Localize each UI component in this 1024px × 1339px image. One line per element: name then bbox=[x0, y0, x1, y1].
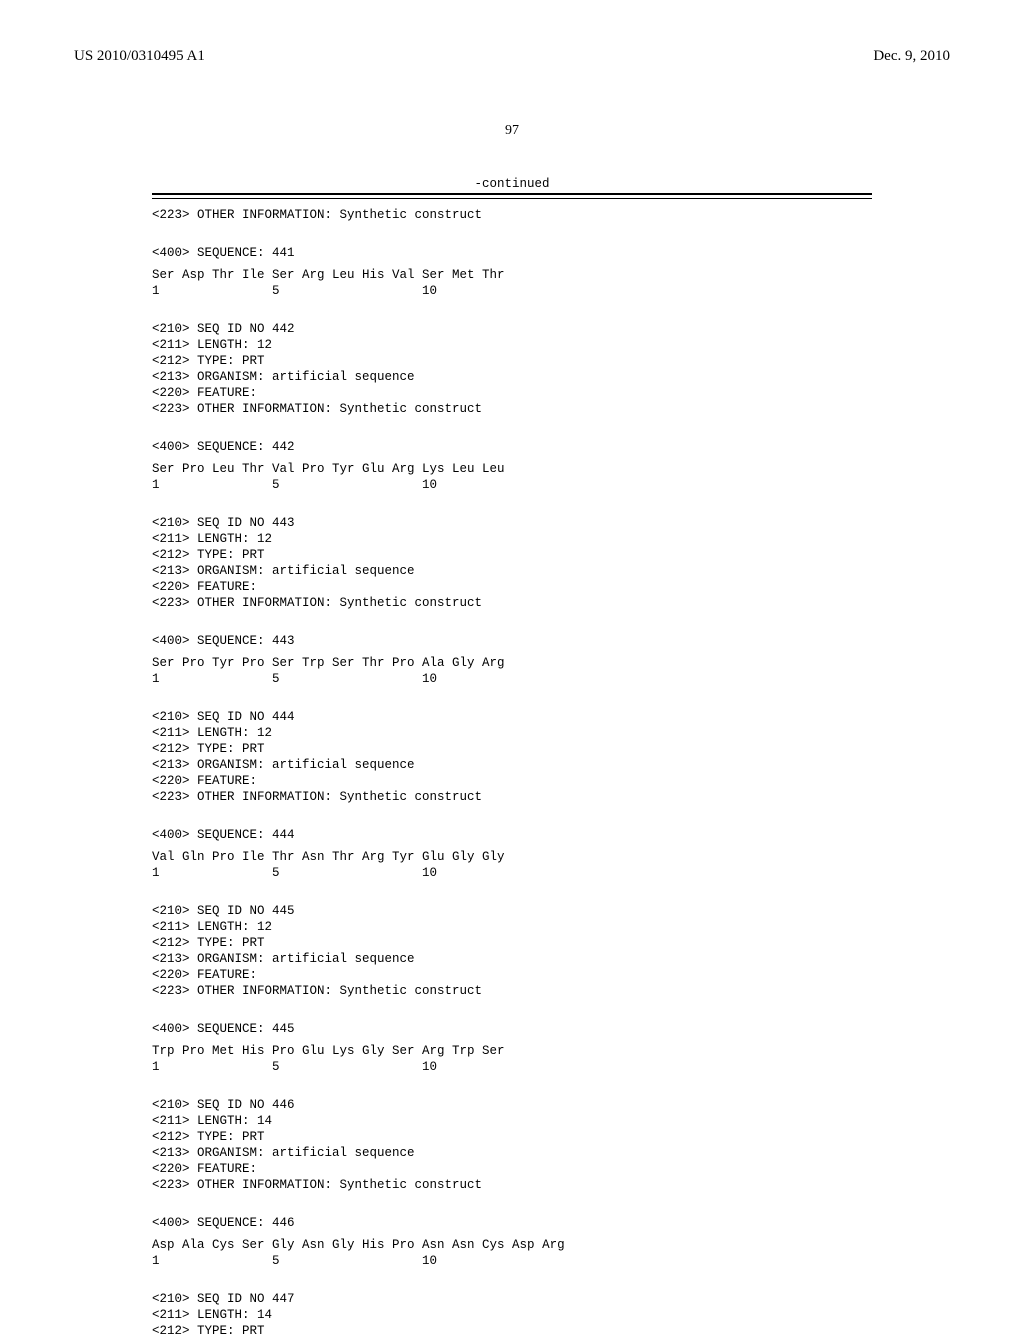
sequence-entry: <223> OTHER INFORMATION: Synthetic const… bbox=[152, 207, 872, 299]
sequence-header: <223> OTHER INFORMATION: Synthetic const… bbox=[152, 207, 872, 223]
sequence-label: <400> SEQUENCE: 445 bbox=[152, 1005, 872, 1037]
sequence-header: <210> SEQ ID NO 442 <211> LENGTH: 12 <21… bbox=[152, 321, 872, 417]
sequence-header: <210> SEQ ID NO 446 <211> LENGTH: 14 <21… bbox=[152, 1097, 872, 1193]
sequence-listing: <223> OTHER INFORMATION: Synthetic const… bbox=[152, 207, 872, 1339]
sequence-label: <400> SEQUENCE: 442 bbox=[152, 423, 872, 455]
amino-acid-row: Trp Pro Met His Pro Glu Lys Gly Ser Arg … bbox=[152, 1043, 872, 1059]
page-number: 97 bbox=[74, 123, 950, 139]
horizontal-rule bbox=[152, 193, 872, 199]
sequence-entry: <210> SEQ ID NO 442 <211> LENGTH: 12 <21… bbox=[152, 321, 872, 493]
sequence-label: <400> SEQUENCE: 444 bbox=[152, 811, 872, 843]
sequence-header: <210> SEQ ID NO 443 <211> LENGTH: 12 <21… bbox=[152, 515, 872, 611]
sequence-entry: <210> SEQ ID NO 447 <211> LENGTH: 14 <21… bbox=[152, 1291, 872, 1339]
amino-acid-row: Val Gln Pro Ile Thr Asn Thr Arg Tyr Glu … bbox=[152, 849, 872, 865]
sequence-header: <210> SEQ ID NO 447 <211> LENGTH: 14 <21… bbox=[152, 1291, 872, 1339]
sequence-label: <400> SEQUENCE: 441 bbox=[152, 229, 872, 261]
sequence-entry: <210> SEQ ID NO 446 <211> LENGTH: 14 <21… bbox=[152, 1097, 872, 1269]
publication-date: Dec. 9, 2010 bbox=[873, 48, 950, 65]
sequence-entry: <210> SEQ ID NO 443 <211> LENGTH: 12 <21… bbox=[152, 515, 872, 687]
publication-number: US 2010/0310495 A1 bbox=[74, 48, 205, 65]
page-header: US 2010/0310495 A1 Dec. 9, 2010 bbox=[74, 48, 950, 65]
position-row: 1 5 10 bbox=[152, 865, 872, 881]
sequence-header: <210> SEQ ID NO 444 <211> LENGTH: 12 <21… bbox=[152, 709, 872, 805]
sequence-entry: <210> SEQ ID NO 445 <211> LENGTH: 12 <21… bbox=[152, 903, 872, 1075]
sequence-label: <400> SEQUENCE: 443 bbox=[152, 617, 872, 649]
sequence-header: <210> SEQ ID NO 445 <211> LENGTH: 12 <21… bbox=[152, 903, 872, 999]
sequence-label: <400> SEQUENCE: 446 bbox=[152, 1199, 872, 1231]
continued-label: -continued bbox=[152, 177, 872, 191]
position-row: 1 5 10 bbox=[152, 671, 872, 687]
patent-page: US 2010/0310495 A1 Dec. 9, 2010 97 -cont… bbox=[0, 0, 1024, 1320]
position-row: 1 5 10 bbox=[152, 1059, 872, 1075]
position-row: 1 5 10 bbox=[152, 477, 872, 493]
amino-acid-row: Asp Ala Cys Ser Gly Asn Gly His Pro Asn … bbox=[152, 1237, 872, 1253]
amino-acid-row: Ser Pro Leu Thr Val Pro Tyr Glu Arg Lys … bbox=[152, 461, 872, 477]
amino-acid-row: Ser Pro Tyr Pro Ser Trp Ser Thr Pro Ala … bbox=[152, 655, 872, 671]
position-row: 1 5 10 bbox=[152, 283, 872, 299]
sequence-entry: <210> SEQ ID NO 444 <211> LENGTH: 12 <21… bbox=[152, 709, 872, 881]
position-row: 1 5 10 bbox=[152, 1253, 872, 1269]
amino-acid-row: Ser Asp Thr Ile Ser Arg Leu His Val Ser … bbox=[152, 267, 872, 283]
continued-wrap: -continued bbox=[152, 177, 872, 199]
